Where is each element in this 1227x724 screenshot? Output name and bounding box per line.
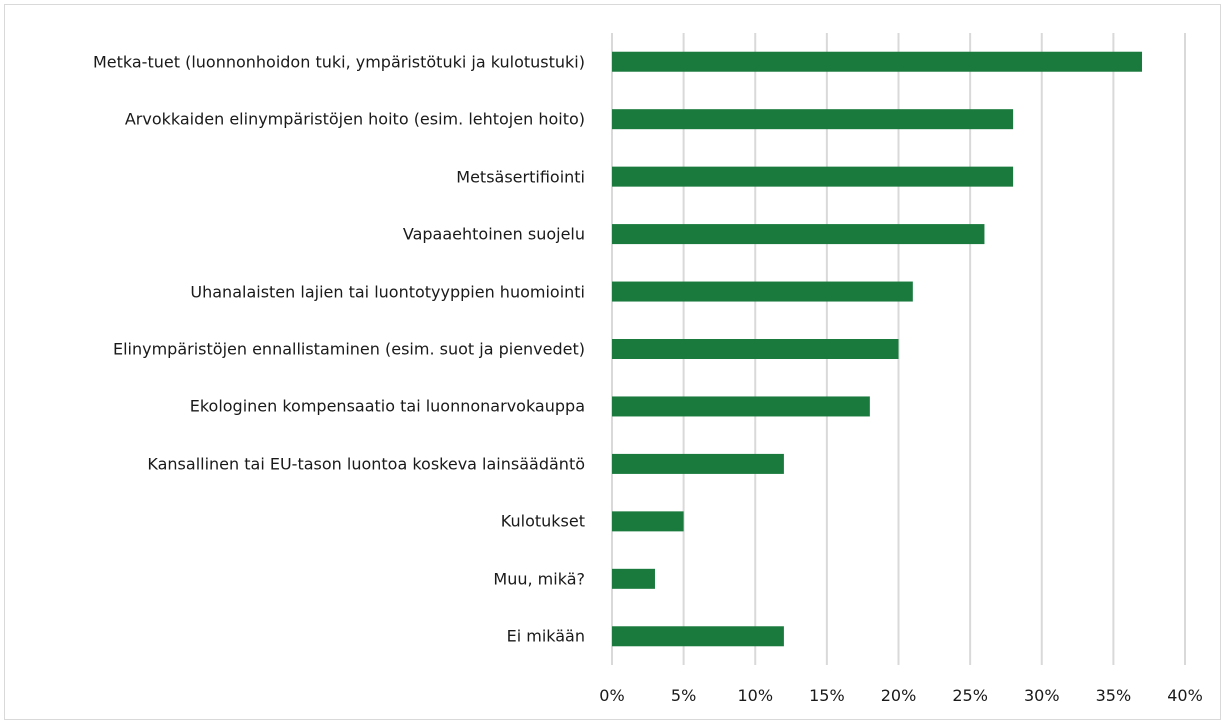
y-tick-label: Arvokkaiden elinympäristöjen hoito (esim…: [124, 109, 585, 129]
bar: [612, 511, 684, 532]
bar: [612, 339, 899, 359]
bar: [612, 166, 1014, 187]
chart-frame: [4, 4, 1221, 720]
y-tick-label: Kulotukset: [500, 511, 585, 531]
x-tick-label: 25%: [952, 686, 988, 705]
bar: [612, 568, 655, 589]
bar: [612, 224, 985, 245]
x-tick-label: 0%: [599, 686, 624, 705]
bar: [612, 453, 784, 474]
y-tick-label: Muu, mikä?: [493, 569, 585, 589]
x-tick-label: 5%: [671, 686, 696, 705]
y-tick-label: Vapaaehtoinen suojelu: [402, 224, 585, 244]
bar: [612, 51, 1143, 72]
y-tick-label: Kansallinen tai EU-tason luontoa koskeva…: [147, 454, 585, 474]
x-tick-label: 35%: [1096, 686, 1132, 705]
x-tick-label: 40%: [1167, 686, 1203, 705]
y-tick-label: Metsäsertifiointi: [456, 167, 585, 187]
bar: [612, 626, 784, 647]
y-tick-label: Ei mikään: [506, 626, 585, 646]
bar: [612, 281, 913, 302]
x-tick-label: 20%: [881, 686, 917, 705]
y-tick-label: Metka-tuet (luonnonhoidon tuki, ympärist…: [92, 52, 585, 72]
x-tick-label: 15%: [809, 686, 845, 705]
y-tick-label: Uhanalaisten lajien tai luontotyyppien h…: [190, 282, 585, 302]
y-tick-label: Elinympäristöjen ennallistaminen (esim. …: [112, 339, 585, 359]
bar: [612, 109, 1014, 130]
y-tick-label: Ekologinen kompensaatio tai luonnonarvok…: [189, 396, 585, 416]
x-tick-label: 30%: [1024, 686, 1060, 705]
x-tick-label: 10%: [737, 686, 773, 705]
bar: [612, 396, 870, 417]
